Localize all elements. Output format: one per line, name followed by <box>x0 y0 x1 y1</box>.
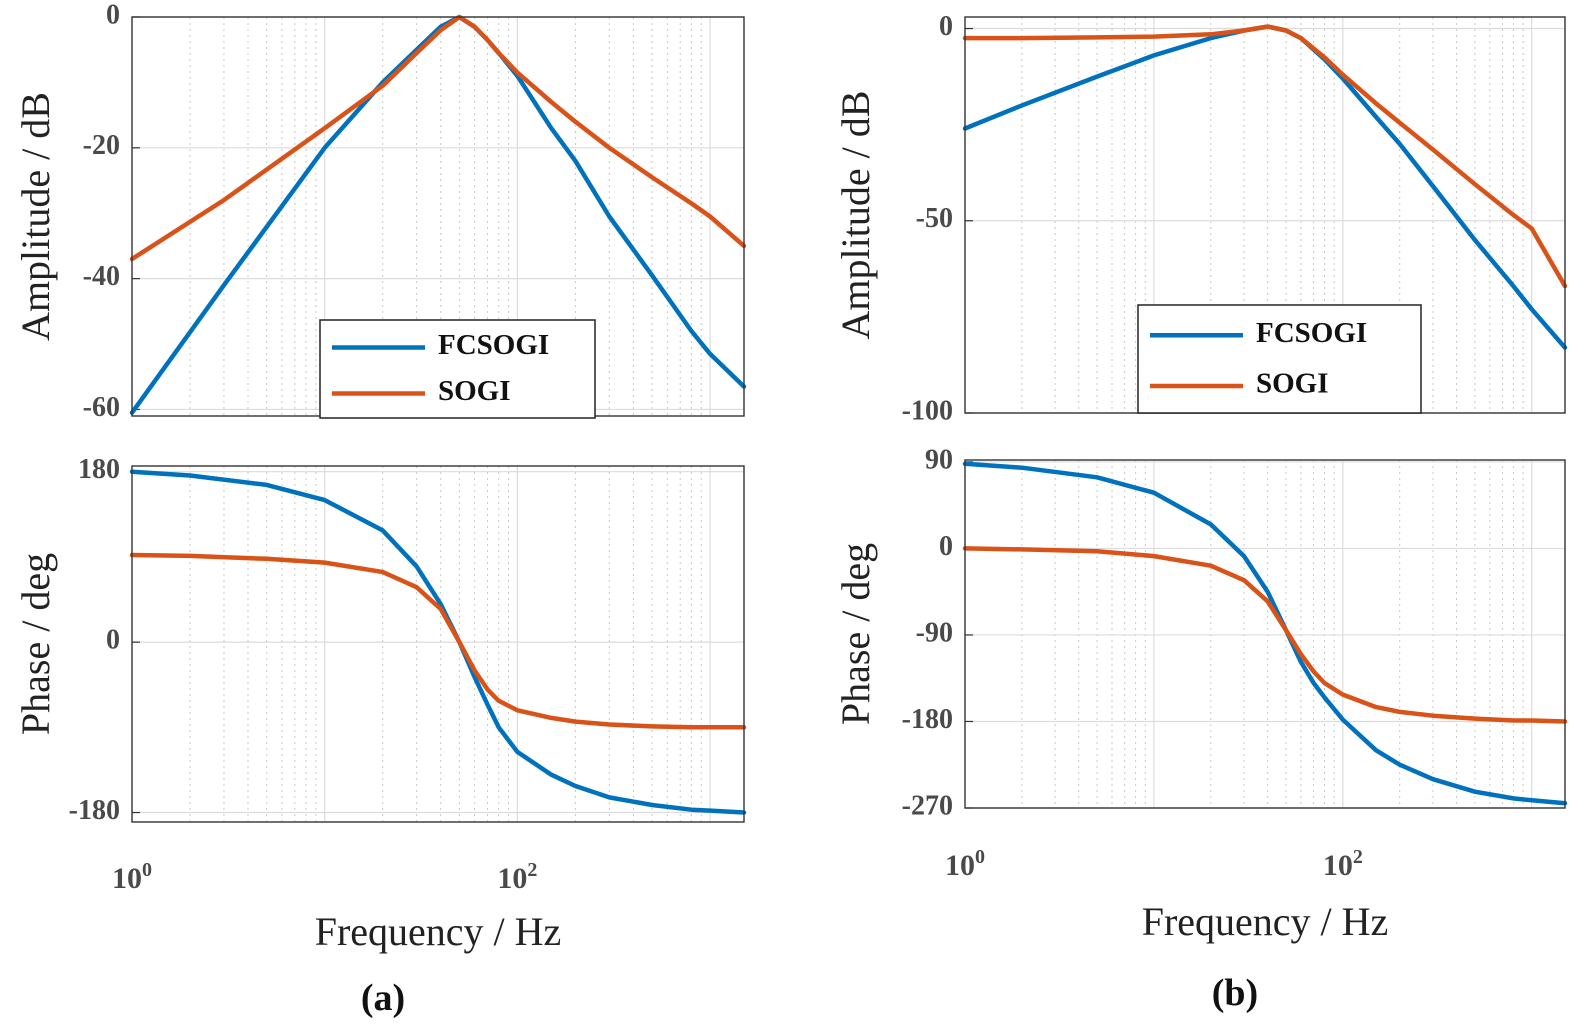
series-line-sogi-magnitude-b <box>962 24 1568 289</box>
xlabel-a: Frequency / Hz <box>315 909 562 954</box>
ylabel-phase-b: Phase / deg <box>833 543 878 725</box>
xtick-label-b-0: 100 <box>945 846 985 882</box>
xtick-label-b-1: 102 <box>1323 846 1363 882</box>
ylabel-magnitude-a: Amplitude / dB <box>13 92 58 341</box>
legend-b: FCSOGI SOGI <box>1137 304 1422 414</box>
axes-frame-phase-b <box>964 459 1566 809</box>
ytick-label-magnitude-b-0: 0 <box>939 11 953 42</box>
ytick-label-phase-a-2: -180 <box>69 795 120 826</box>
ytick-label-phase-b-1: 0 <box>939 531 953 562</box>
ylabel-magnitude-b: Amplitude / dB <box>833 91 878 340</box>
axes-frame-phase-a <box>131 465 745 823</box>
legend-box-a <box>319 319 596 419</box>
panel-label-a: (a) <box>361 977 405 1019</box>
series-line-sogi-phase-b <box>962 546 1568 724</box>
ytick-label-phase-b-2: -90 <box>916 617 953 648</box>
ytick-label-magnitude-b-1: -50 <box>916 203 953 234</box>
ylabel-phase-a: Phase / deg <box>13 553 58 735</box>
ytick-label-phase-a-1: 0 <box>106 625 120 656</box>
ytick-label-phase-b-4: -270 <box>902 790 953 821</box>
series-line-fcsogi-phase-a <box>129 469 747 815</box>
ytick-label-phase-a-0: 180 <box>78 454 120 485</box>
axes-phase-b: 90 0 -90 -180 -270 Phase / deg <box>833 444 1568 821</box>
series-line-fcsogi-phase-b <box>962 461 1568 806</box>
xtick-exponent: 2 <box>527 859 537 881</box>
xtick-base: 10 <box>945 849 975 882</box>
legend-label-sogi-b: SOGI <box>1256 368 1329 400</box>
legend-a: FCSOGI SOGI <box>319 319 596 419</box>
xtick-label-a-0: 100 <box>112 859 152 895</box>
panel-label-b: (b) <box>1212 972 1258 1014</box>
xlabel-b: Frequency / Hz <box>1142 899 1389 944</box>
legend-box-b <box>1137 304 1422 414</box>
ytick-label-magnitude-a-0: 0 <box>106 0 120 30</box>
ytick-label-magnitude-a-1: -20 <box>83 130 120 161</box>
xtick-base: 10 <box>112 862 142 895</box>
ytick-label-phase-b-3: -180 <box>902 704 953 735</box>
xtick-exponent: 2 <box>1353 846 1363 868</box>
ytick-label-magnitude-a-2: -40 <box>83 261 120 292</box>
xtick-exponent: 0 <box>142 859 152 881</box>
xtick-exponent: 0 <box>975 846 985 868</box>
axes-phase-a: 180 0 -180 Phase / deg <box>13 454 747 826</box>
series-line-sogi-phase-a <box>129 552 747 730</box>
ytick-label-magnitude-b-2: -100 <box>902 395 953 426</box>
legend-label-fcsogi-a: FCSOGI <box>438 329 549 361</box>
xtick-base: 10 <box>1323 849 1353 882</box>
xtick-base: 10 <box>497 862 527 895</box>
ytick-label-phase-b-0: 90 <box>925 444 953 475</box>
legend-label-fcsogi-b: FCSOGI <box>1256 317 1367 349</box>
ytick-label-magnitude-a-3: -60 <box>83 392 120 423</box>
xtick-label-a-1: 102 <box>497 859 537 895</box>
series-line-sogi-magnitude-a <box>129 14 747 262</box>
legend-label-sogi-a: SOGI <box>438 375 511 407</box>
axes-magnitude-b: 0 -50 -100 Amplitude / dB <box>833 11 1568 426</box>
